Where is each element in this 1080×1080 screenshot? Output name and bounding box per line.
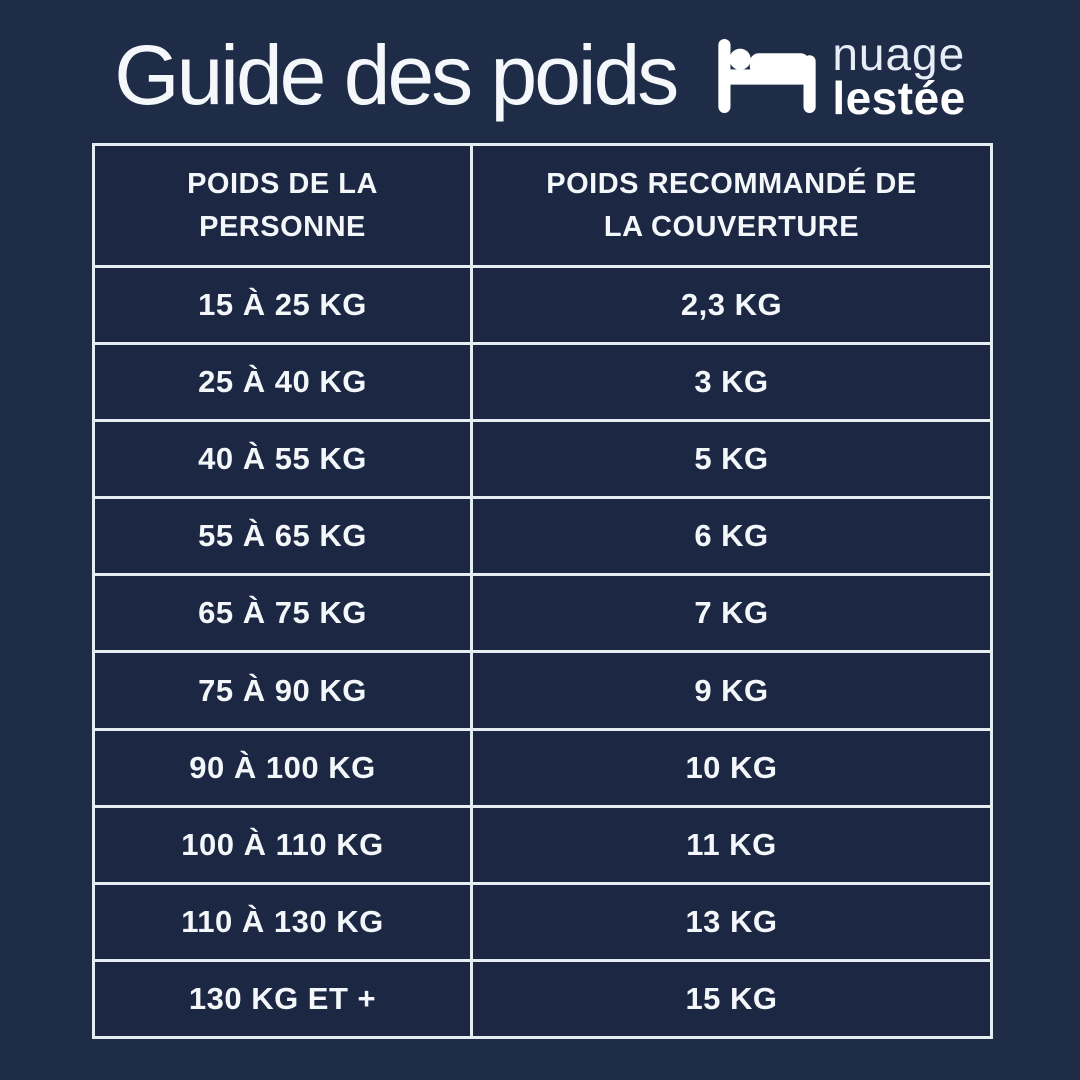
table-body: 15 À 25 KG 2,3 KG 25 À 40 KG 3 KG 40 À 5… — [92, 264, 993, 1040]
person-weight-cell: 25 À 40 KG — [92, 342, 473, 423]
column-header-blanket-weight: POIDS RECOMMANDÉ DE LA COUVERTURE — [470, 143, 993, 268]
weight-guide-table: POIDS DE LA PERSONNE POIDS RECOMMANDÉ DE… — [92, 143, 993, 1040]
column-header-person-weight: POIDS DE LA PERSONNE — [92, 143, 473, 268]
blanket-weight-cell: 13 KG — [470, 881, 993, 962]
brand-name-line1: nuage — [832, 27, 966, 80]
blanket-weight-cell: 10 KG — [470, 727, 993, 808]
person-weight-cell: 40 À 55 KG — [92, 419, 473, 500]
table-row: 100 À 110 KG 11 KG — [92, 804, 993, 885]
header: Guide des poids nuage lestée — [0, 0, 1080, 143]
person-weight-cell: 100 À 110 KG — [92, 804, 473, 885]
blanket-weight-cell: 15 KG — [470, 958, 993, 1040]
table-row: 110 À 130 KG 13 KG — [92, 881, 993, 962]
table-row: 15 À 25 KG 2,3 KG — [92, 264, 993, 346]
table-row: 40 À 55 KG 5 KG — [92, 419, 993, 500]
blanket-weight-cell: 11 KG — [470, 804, 993, 885]
blanket-weight-cell: 7 KG — [470, 573, 993, 654]
blanket-weight-cell: 5 KG — [470, 419, 993, 500]
table-row: 75 À 90 KG 9 KG — [92, 650, 993, 731]
table-row: 90 À 100 KG 10 KG — [92, 727, 993, 808]
brand-logo: nuage lestée — [718, 31, 965, 121]
table-row: 65 À 75 KG 7 KG — [92, 573, 993, 654]
table-row: 55 À 65 KG 6 KG — [92, 496, 993, 577]
page-title: Guide des poids — [114, 28, 679, 122]
person-weight-cell: 55 À 65 KG — [92, 496, 473, 577]
brand-name: nuage lestée — [832, 31, 965, 121]
bed-icon — [718, 38, 816, 113]
person-weight-cell: 65 À 75 KG — [92, 573, 473, 654]
person-weight-cell: 15 À 25 KG — [92, 264, 473, 346]
person-weight-cell: 110 À 130 KG — [92, 881, 473, 962]
person-weight-cell: 90 À 100 KG — [92, 727, 473, 808]
table-row: 130 KG ET + 15 KG — [92, 958, 993, 1040]
blanket-weight-cell: 3 KG — [470, 342, 993, 423]
table-header-row: POIDS DE LA PERSONNE POIDS RECOMMANDÉ DE… — [92, 143, 993, 268]
table-row: 25 À 40 KG 3 KG — [92, 342, 993, 423]
blanket-weight-cell: 6 KG — [470, 496, 993, 577]
blanket-weight-cell: 2,3 KG — [470, 264, 993, 346]
person-weight-cell: 130 KG ET + — [92, 958, 473, 1040]
brand-name-line2: lestée — [832, 71, 966, 124]
person-weight-cell: 75 À 90 KG — [92, 650, 473, 731]
blanket-weight-cell: 9 KG — [470, 650, 993, 731]
